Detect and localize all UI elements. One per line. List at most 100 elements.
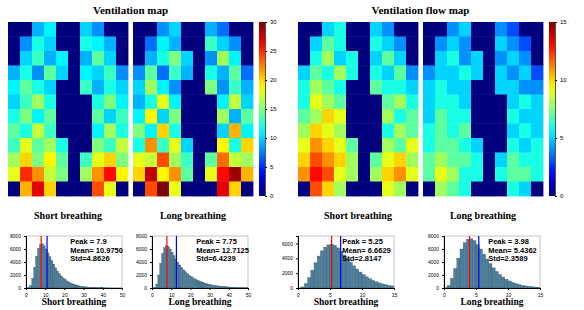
histogram-bar — [301, 287, 304, 288]
annotation: Std=6.4239 — [196, 254, 235, 263]
heatmap-cell — [435, 37, 447, 52]
tick: 6000 — [428, 246, 444, 252]
tick-label: 10 — [270, 135, 277, 141]
heatmap-cell — [8, 138, 20, 153]
heatmap-cell — [116, 95, 128, 110]
heatmap-cell — [217, 66, 229, 81]
heatmap-cell — [334, 22, 346, 37]
tick-label: 15 — [270, 106, 277, 112]
heatmap-cell — [298, 124, 310, 139]
heatmap-cell — [193, 66, 205, 81]
heatmap-cell — [358, 124, 370, 139]
histogram-bar — [118, 287, 120, 288]
heatmap-cell — [447, 153, 459, 168]
heatmap-cell — [169, 124, 181, 139]
annotation: Std=2.8147 — [342, 254, 381, 263]
heatmap-cell — [519, 95, 531, 110]
heatmap-cell — [382, 138, 394, 153]
histogram-bar — [64, 280, 66, 288]
heatmap-cell — [92, 51, 104, 66]
heatmap-cell — [322, 109, 334, 124]
heatmap-cell — [217, 109, 229, 124]
heatmap-cell — [80, 167, 92, 182]
histogram-bar — [454, 269, 457, 289]
heatmap-cell — [310, 124, 322, 139]
heatmap-cell — [56, 80, 68, 95]
tick: 25 — [265, 48, 277, 54]
heatmap-cell — [483, 124, 495, 139]
heatmap-cell — [394, 51, 406, 66]
heatmap-cell — [382, 109, 394, 124]
histogram-bar — [378, 283, 381, 288]
heatmap-cell — [116, 153, 128, 168]
heatmap-cell — [483, 138, 495, 153]
histogram-bar — [388, 285, 391, 288]
heatmap-cell — [32, 182, 44, 197]
heatmap-cell — [519, 80, 531, 95]
heatmap-cell — [423, 109, 435, 124]
tick: 4000 — [136, 259, 152, 265]
heatmap-cell — [8, 167, 20, 182]
heatmap-cell — [358, 109, 370, 124]
heatmap-cell — [68, 66, 80, 81]
histogram-chart: 05101502000400060008000Peak = 3.98Mean= … — [428, 233, 544, 307]
heatmap-cell — [145, 37, 157, 52]
heatmap-cell — [92, 153, 104, 168]
heatmap-cell — [229, 153, 241, 168]
heatmap-cell — [241, 182, 253, 197]
histogram-bar — [381, 284, 384, 288]
heatmap-cell — [169, 138, 181, 153]
axis: 02000400060008000 — [10, 233, 27, 291]
heatmap-cell — [435, 167, 447, 182]
heatmap-cell — [205, 182, 217, 197]
heatmap-cell — [32, 37, 44, 52]
heatmap-cell — [104, 138, 116, 153]
heatmap-cell — [32, 51, 44, 66]
heatmap-cell — [217, 37, 229, 52]
histogram-bar — [194, 279, 196, 288]
heatmap-cell — [519, 66, 531, 81]
heatmap-cell — [169, 182, 181, 197]
heatmap-cell — [346, 80, 358, 95]
tick-label: 15 — [392, 292, 398, 298]
heatmap-cell — [205, 37, 217, 52]
heatmap-cell — [205, 66, 217, 81]
histogram-bar — [473, 241, 476, 288]
heatmap-cell — [68, 124, 80, 139]
tick-mark — [24, 262, 26, 263]
heatmap-cell — [298, 66, 310, 81]
heatmap-cell — [8, 66, 20, 81]
tick-mark — [476, 288, 477, 290]
heatmap-cell — [483, 95, 495, 110]
histogram-bar — [107, 287, 109, 288]
heatmap-cell — [310, 138, 322, 153]
heatmap-cell — [447, 22, 459, 37]
heatmap-cell — [495, 167, 507, 182]
heatmap-cell — [205, 95, 217, 110]
heatmap-cell — [145, 95, 157, 110]
histogram-bar — [72, 284, 74, 288]
histogram-bar — [333, 245, 336, 288]
heatmap-cell — [92, 124, 104, 139]
heatmap-cell — [205, 22, 217, 37]
heatmap-chart: Ventilation flow mapShort breathingLong … — [298, 4, 567, 221]
heatmap-cell — [358, 182, 370, 197]
histogram-bar — [62, 278, 64, 288]
annotation: Std=2.3589 — [488, 254, 527, 263]
histogram-bar — [384, 285, 387, 288]
histogram-bar — [93, 287, 95, 288]
heatmap-cell — [531, 66, 543, 81]
heatmap-panel — [423, 22, 543, 196]
heatmap-cell — [358, 22, 370, 37]
heatmap-cell — [229, 51, 241, 66]
plot-frame — [444, 236, 540, 288]
histogram-bar — [109, 287, 111, 288]
mean-line — [46, 236, 47, 288]
tick-label: 2000 — [428, 272, 439, 278]
heatmap-cell — [116, 37, 128, 52]
heatmap-cell — [298, 80, 310, 95]
heatmap-cell — [447, 138, 459, 153]
heatmap-cell — [80, 95, 92, 110]
heatmap-cell — [406, 138, 418, 153]
histogram-bar — [521, 285, 524, 288]
